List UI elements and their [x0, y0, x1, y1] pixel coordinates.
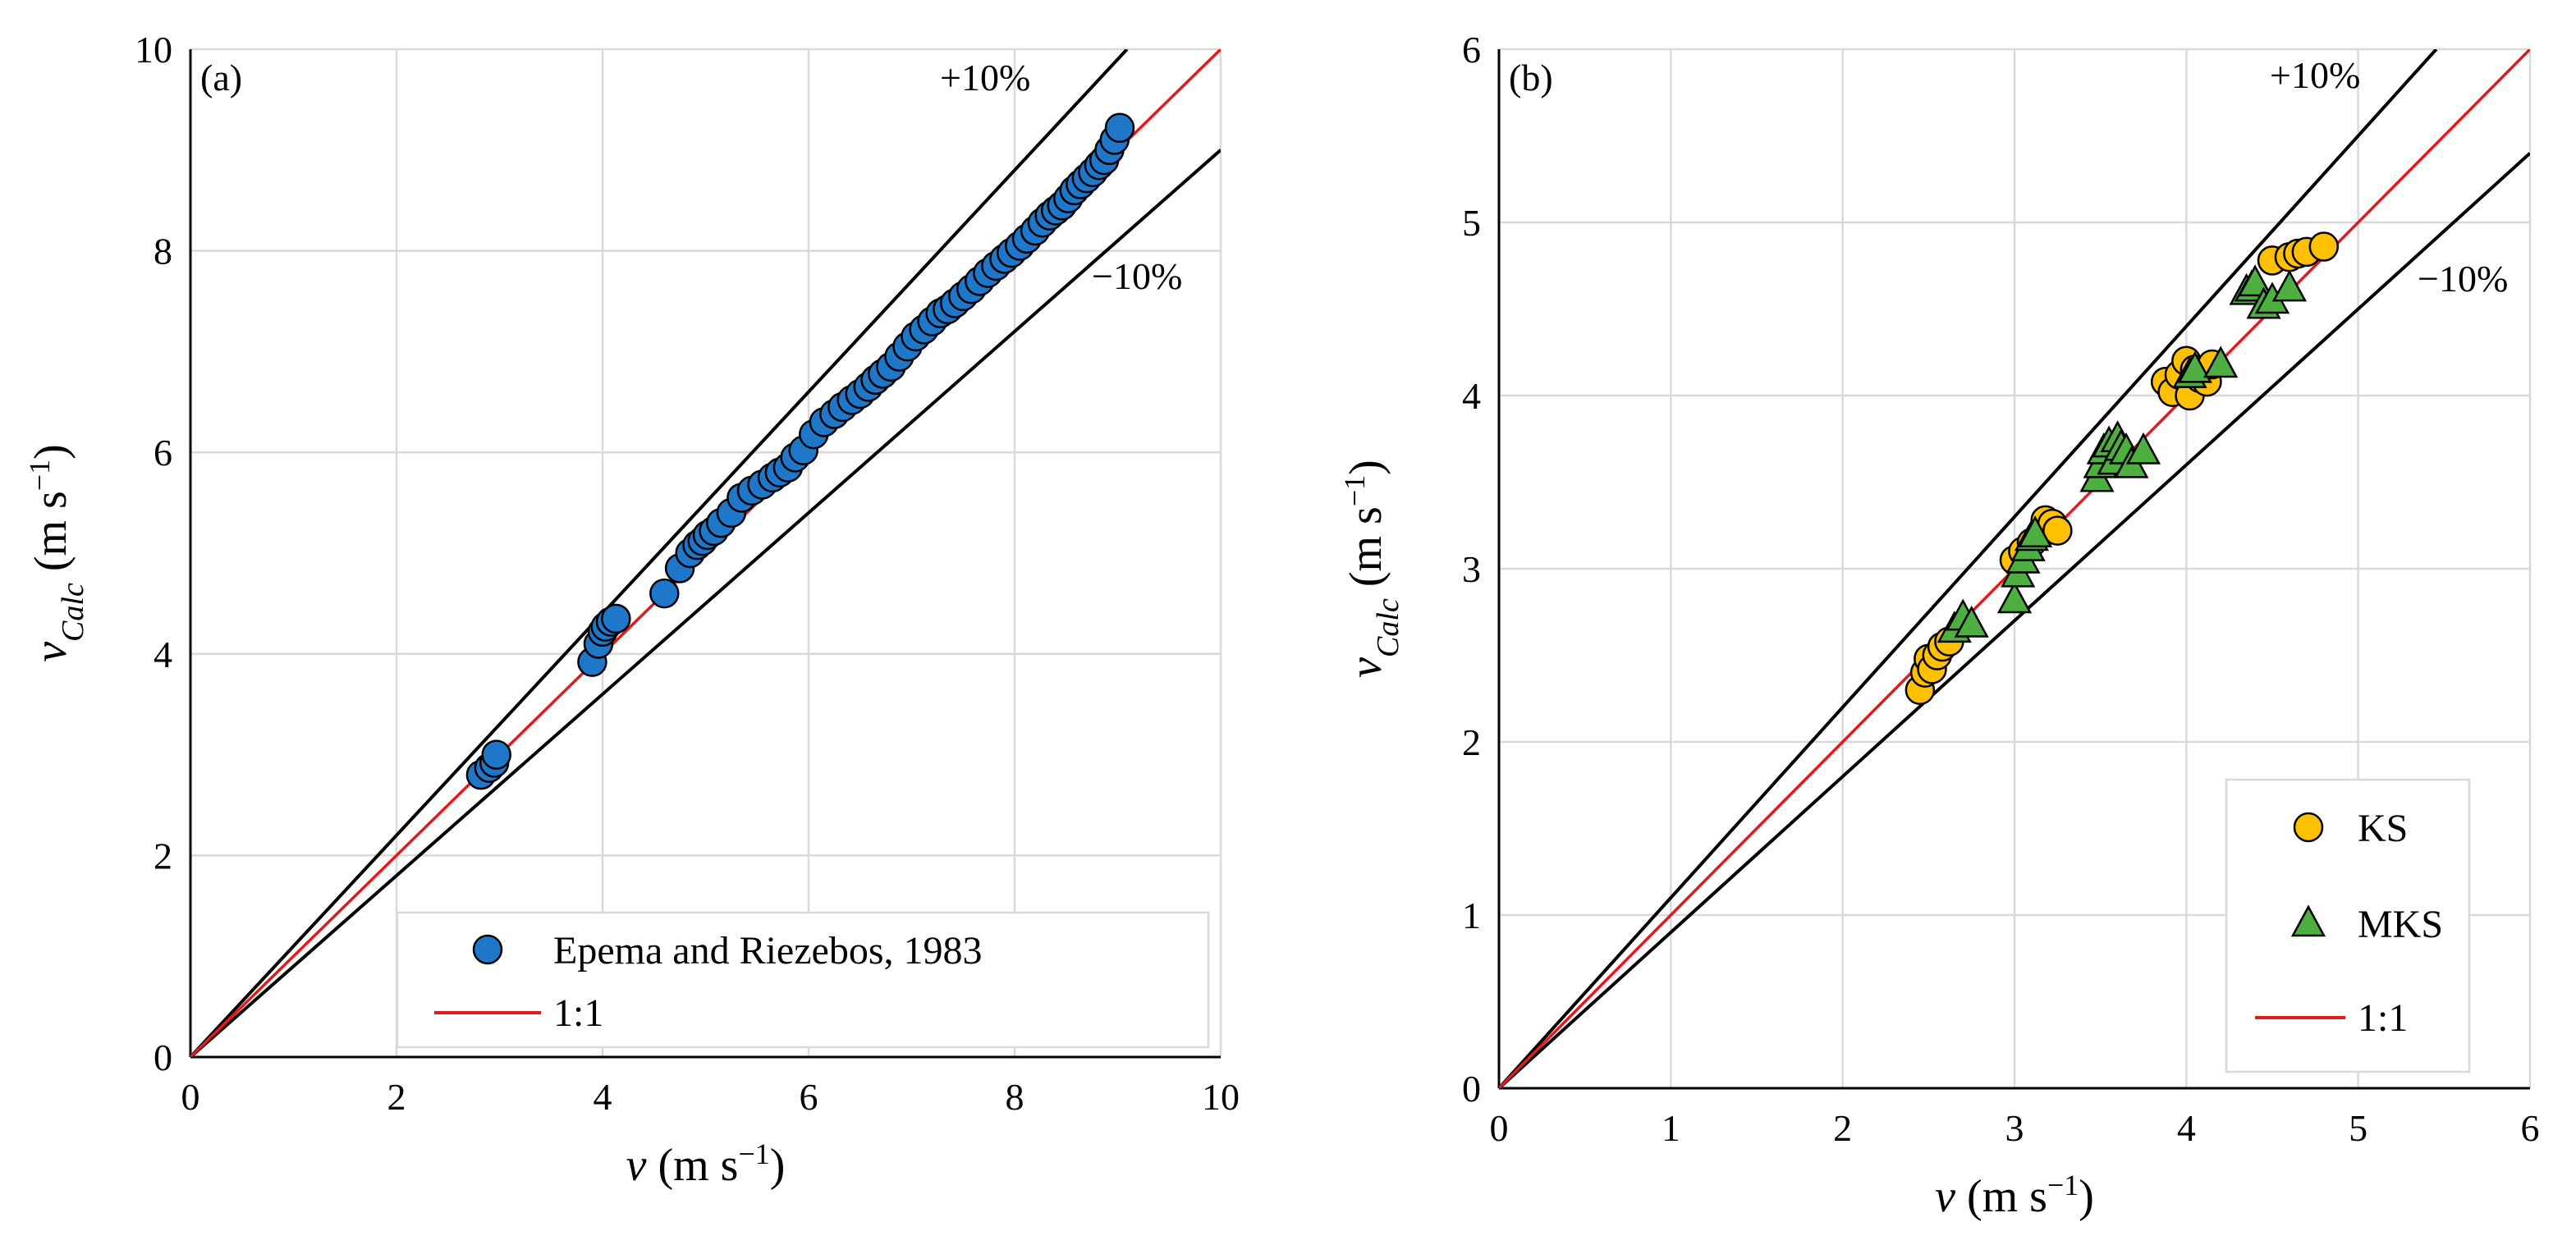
x-tick-label: 6 [2521, 1107, 2540, 1149]
x-tick-label: 2 [387, 1076, 406, 1118]
data-point-triangle [1996, 581, 2033, 614]
upper-10pct-line [1499, 49, 2438, 1088]
legend-label-ks: KS [2358, 807, 2408, 850]
y-tick-label: 4 [154, 634, 172, 675]
y-axis-title-close: ) [1341, 460, 1391, 475]
data-point-triangle [2271, 269, 2308, 302]
x-tick-label: 3 [2005, 1107, 2024, 1149]
y-axis-title: vCalc (m s−1) [1338, 460, 1405, 678]
legend: Epema and Riezebos, 1983 1:1 [396, 911, 1210, 1049]
x-axis-title: v (m s−1) [1935, 1169, 2094, 1222]
panel-label: (a) [200, 57, 242, 98]
upper-10pct-line [190, 49, 1129, 1057]
y-axis-title-units: (m s [25, 491, 76, 583]
series-mks [1937, 264, 2308, 643]
panel-label: (b) [1509, 57, 1553, 98]
y-tick-label: 8 [154, 231, 172, 272]
x-tick-label: 6 [800, 1076, 818, 1118]
x-tick-label: 1 [1662, 1107, 1680, 1149]
data-point-circle [2308, 231, 2340, 262]
y-tick-label: 0 [1462, 1068, 1481, 1110]
legend-label-one-to-one: 1:1 [553, 991, 603, 1035]
data-markers [465, 112, 1135, 790]
y-axis-title-exponent: −1 [1338, 475, 1371, 506]
upper-band-label: +10% [940, 57, 1030, 98]
lower-band-label: −10% [1092, 255, 1182, 297]
x-tick-label: 0 [181, 1076, 200, 1118]
x-tick-label: 5 [2349, 1107, 2367, 1149]
y-tick-label: 2 [1462, 721, 1481, 763]
y-tick-label: 5 [1462, 202, 1481, 244]
y-tick-label: 0 [154, 1037, 172, 1078]
data-point-triangle [2018, 515, 2053, 548]
x-axis-title: v (m s−1) [626, 1137, 786, 1191]
y-axis-title-exponent: −1 [23, 460, 56, 491]
legend-label-mks: MKS [2358, 903, 2443, 946]
x-axis-title-symbol: v [626, 1140, 647, 1191]
y-axis-title-subscript: Calc [56, 583, 90, 642]
x-axis-title-units: (m s [646, 1140, 738, 1191]
data-point-triangle [2237, 264, 2273, 297]
y-axis-title-symbol: v [25, 642, 76, 662]
lower-10pct-line [1499, 152, 2530, 1088]
legend-box [2225, 778, 2471, 1073]
x-axis-title-exponent: −1 [738, 1137, 769, 1170]
y-tick-label: 3 [1462, 548, 1481, 590]
y-axis-title-subscript: Calc [1371, 598, 1405, 657]
data-point-circle [649, 578, 680, 609]
legend-box [396, 911, 1210, 1049]
chart-panel-a: 0 2 4 6 8 10 0 2 4 6 8 10 +10% −10% (a) Epema and Rieze… [23, 29, 1240, 1191]
x-tick-label: 4 [594, 1076, 612, 1118]
y-tick-label: 4 [1462, 375, 1481, 417]
x-tick-label: 4 [2177, 1107, 2196, 1149]
data-point-triangle [2125, 432, 2161, 465]
x-axis-title-symbol: v [1935, 1171, 1955, 1222]
data-point-circle [2293, 812, 2324, 843]
legend: KS MKS 1:1 [2225, 778, 2471, 1073]
x-axis-title-exponent: −1 [2047, 1169, 2079, 1201]
series-epema-and-riezebos-1983 [465, 112, 1135, 790]
x-tick-label: 10 [1202, 1076, 1240, 1118]
x-axis-title-units: (m s [1955, 1171, 2047, 1222]
data-point-triangle [2177, 350, 2212, 383]
x-tick-label: 0 [1490, 1107, 1509, 1149]
x-tick-label: 8 [1006, 1076, 1024, 1118]
upper-band-label: +10% [2270, 54, 2360, 96]
legend-label-one-to-one: 1:1 [2358, 996, 2408, 1040]
y-axis-title-units: (m s [1341, 506, 1391, 598]
x-axis-title-close: ) [2079, 1171, 2094, 1222]
lower-10pct-line [190, 149, 1221, 1057]
data-point-circle [472, 934, 503, 965]
y-tick-label: 6 [154, 432, 172, 474]
y-tick-label: 1 [1462, 895, 1481, 936]
y-axis-title-symbol: v [1341, 657, 1391, 678]
data-point-circle [1104, 112, 1135, 144]
lower-band-label: −10% [2418, 258, 2508, 300]
data-point-circle [2042, 515, 2073, 546]
data-point-triangle [2203, 346, 2239, 378]
x-tick-label: 2 [1833, 1107, 1852, 1149]
gridlines [190, 48, 1222, 1057]
data-point-circle [601, 603, 631, 634]
data-point-triangle [2290, 904, 2326, 937]
legend-label-series: Epema and Riezebos, 1983 [553, 929, 983, 973]
data-point-circle [481, 739, 511, 770]
y-tick-label: 10 [135, 29, 172, 71]
data-markers [1904, 231, 2340, 705]
y-axis-title-close: ) [25, 444, 76, 460]
y-tick-label: 6 [1462, 29, 1481, 71]
y-tick-label: 2 [154, 835, 172, 876]
data-point-triangle [1954, 605, 1989, 638]
y-axis-title: vCalc (m s−1) [23, 444, 90, 662]
x-axis-title-close: ) [770, 1140, 786, 1191]
